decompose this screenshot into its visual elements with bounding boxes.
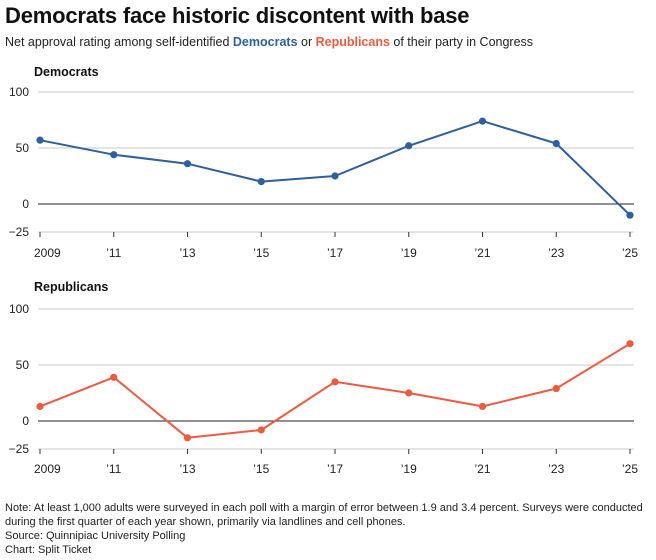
chart-footer: Note: At least 1,000 adults were surveye… <box>5 501 645 557</box>
subtitle-prefix: Net approval rating among self-identifie… <box>5 35 233 49</box>
x-tick-label: ’21 <box>474 246 490 260</box>
x-tick-label: ’23 <box>548 462 564 476</box>
data-point <box>257 178 265 186</box>
data-point <box>405 389 413 397</box>
x-tick-label: ’17 <box>327 462 343 476</box>
x-tick-label: ’21 <box>474 462 490 476</box>
data-point <box>110 151 118 159</box>
y-tick-label: 0 <box>22 414 29 428</box>
subtitle-mid: or <box>297 35 316 49</box>
y-tick-label: −25 <box>9 225 30 239</box>
x-tick-label: ’13 <box>179 462 195 476</box>
data-point <box>36 136 44 144</box>
data-point <box>626 211 634 219</box>
data-point <box>257 426 265 434</box>
series-line <box>39 342 631 439</box>
data-point <box>331 378 339 386</box>
footer-credit: Chart: Split Ticket <box>5 544 92 556</box>
x-tick-label: ’15 <box>253 246 269 260</box>
subtitle-republicans: Republicans <box>315 35 390 49</box>
panel-title: Democrats <box>34 65 99 79</box>
y-tick-label: 50 <box>16 358 30 372</box>
y-tick-label: 100 <box>9 302 29 316</box>
data-point <box>331 172 339 180</box>
data-point <box>626 340 634 348</box>
footer-note: Note: At least 1,000 adults were surveye… <box>5 502 643 528</box>
panel-title: Republicans <box>34 280 108 294</box>
y-tick-label: 50 <box>16 141 30 155</box>
x-tick-label: ’11 <box>106 462 121 476</box>
y-tick-label: 100 <box>9 85 29 99</box>
data-point <box>183 160 192 168</box>
footer-source: Source: Quinnipiac University Polling <box>5 530 186 542</box>
data-point <box>478 117 487 125</box>
data-point <box>478 402 487 411</box>
data-point <box>552 139 560 148</box>
subtitle-democrats: Democrats <box>232 35 298 49</box>
x-tick-label: ’19 <box>401 462 417 476</box>
data-point <box>405 142 413 150</box>
x-tick-label: 2009 <box>34 462 61 476</box>
chart-subtitle: Net approval rating among self-identifie… <box>5 35 533 49</box>
x-tick-label: ’23 <box>548 246 564 260</box>
x-tick-label: ’19 <box>401 246 417 260</box>
x-tick-label: ’11 <box>106 246 121 260</box>
data-point <box>110 373 118 381</box>
chart-area: Democrats 100 50 0 −25 2009 ’11 ’13 ’15 ’17 ’19 ’21… <box>9 65 639 476</box>
x-tick-label: ’25 <box>622 246 638 260</box>
x-tick-label: ’13 <box>179 246 195 260</box>
subtitle-suffix: of their party in Congress <box>389 35 534 49</box>
x-tick-label: ’25 <box>622 462 638 476</box>
data-point <box>36 402 44 411</box>
y-tick-label: 0 <box>22 197 29 211</box>
chart-title: Democrats face historic discontent with … <box>5 3 470 28</box>
data-point <box>183 434 192 442</box>
x-tick-label: 2009 <box>34 246 61 260</box>
y-tick-label: −25 <box>9 442 30 456</box>
series-line <box>39 120 631 216</box>
x-tick-label: ’15 <box>253 462 269 476</box>
x-tick-label: ’17 <box>327 246 343 260</box>
data-point <box>552 384 560 393</box>
